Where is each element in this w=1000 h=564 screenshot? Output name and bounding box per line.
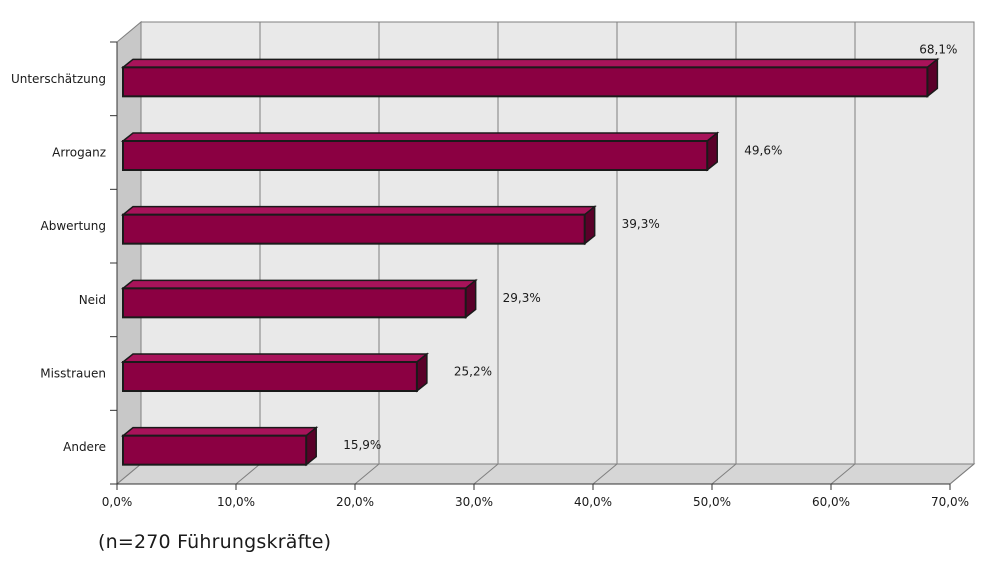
bar [120, 352, 430, 393]
bar-front-face [122, 213, 586, 245]
x-tick-label: 0,0% [102, 495, 133, 509]
gridline-floor [354, 463, 380, 485]
gridline-floor [473, 463, 499, 485]
bar [120, 205, 597, 246]
data-label: 25,2% [454, 365, 492, 379]
bar-top-face [120, 58, 940, 69]
x-tick-label: 40,0% [574, 495, 612, 509]
category-label: Andere [63, 440, 106, 454]
sample-size-note: (n=270 Führungskräfte) [98, 531, 332, 553]
category-label: Misstrauen [40, 367, 106, 381]
bar-top-face [120, 426, 319, 437]
x-tick-label: 60,0% [812, 495, 850, 509]
x-tick-label: 10,0% [217, 495, 255, 509]
bar [120, 131, 720, 172]
bar-top-face [120, 205, 597, 216]
bar [120, 57, 940, 98]
bar-top-face [120, 132, 720, 142]
bar-front-face [122, 287, 467, 319]
bar-front-face [122, 140, 709, 171]
data-label: 39,3% [622, 217, 660, 231]
x-tick-label: 50,0% [693, 495, 731, 509]
bar [120, 278, 478, 319]
data-label: 29,3% [503, 291, 541, 305]
bar-top-face [120, 353, 430, 363]
bar-top-face [120, 279, 478, 290]
gridline-floor [949, 463, 975, 485]
bars [120, 57, 940, 467]
bar [120, 426, 319, 467]
labels: 0,0% 10,0% 20,0% 30,0% 40,0% 50,0% 60,0% 70,0% U… [11, 42, 969, 509]
gridline-floor [592, 463, 618, 485]
axes [110, 41, 951, 490]
gridline-floor [711, 463, 737, 485]
floor [115, 463, 976, 485]
category-label: Arroganz [52, 146, 106, 160]
category-label: Abwertung [41, 219, 107, 233]
gridline-floor [235, 463, 261, 485]
bar-front-face [122, 434, 308, 466]
gridline-floor [830, 463, 856, 485]
x-tick-label: 30,0% [455, 495, 493, 509]
x-tick-label: 70,0% [931, 495, 969, 509]
data-label: 68,1% [919, 42, 957, 56]
data-label: 49,6% [744, 144, 782, 158]
bar-front-face [122, 66, 929, 98]
category-label: Neid [79, 293, 106, 307]
bar-front-face [122, 361, 418, 392]
x-tick-label: 20,0% [336, 495, 374, 509]
data-label: 15,9% [343, 438, 381, 452]
bar-chart: 0,0% 10,0% 20,0% 30,0% 40,0% 50,0% 60,0% 70,0% U… [11, 20, 976, 509]
category-label: Unterschätzung [11, 72, 106, 86]
